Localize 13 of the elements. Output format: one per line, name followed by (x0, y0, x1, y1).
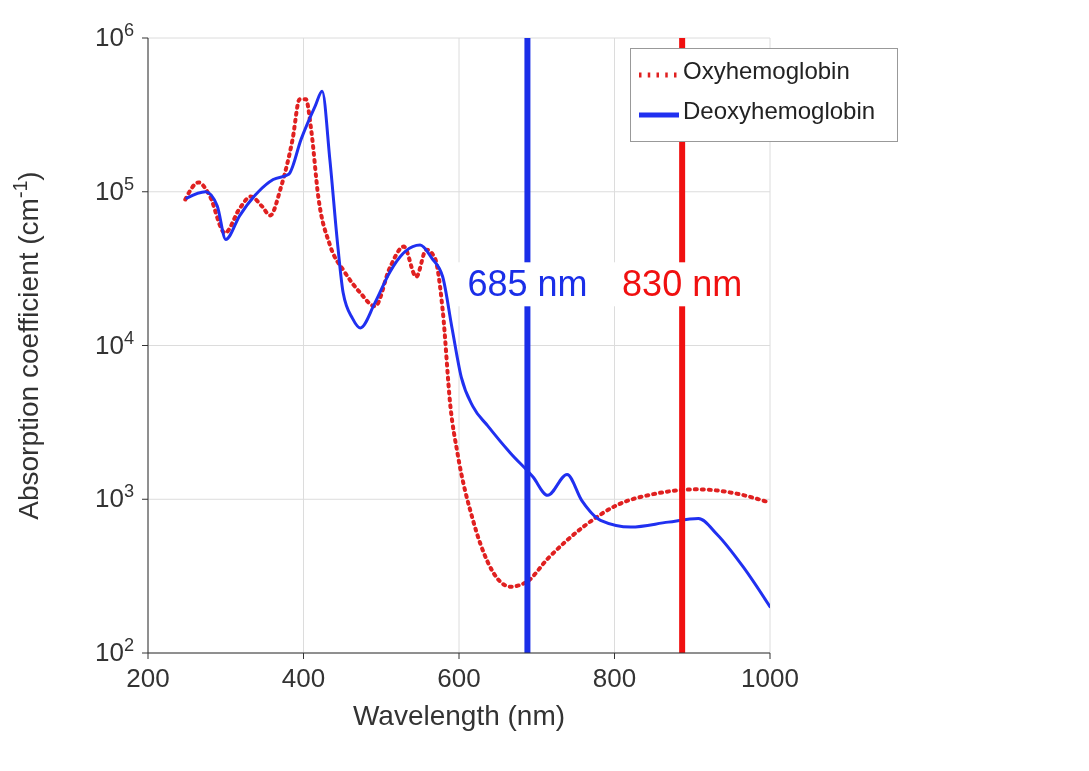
ref-line-label: 830 nm (622, 263, 743, 305)
x-axis-title: Wavelength (nm) (352, 700, 566, 731)
x-tick-label: 600 (437, 663, 481, 693)
y-tick-label: 10$^{5}$ (94, 173, 134, 206)
legend-label: Deoxyhemoglobin (683, 97, 876, 125)
x-tick-label: 800 (592, 663, 637, 693)
y-tick-label: 10$^{3}$ (94, 481, 134, 514)
y-tick-label: 10$^{4}$ (94, 327, 134, 360)
x-tick-label: 400 (281, 663, 326, 693)
y-tick-label: 10$^{6}$ (94, 20, 134, 52)
legend-label: Oxyhemoglobin (683, 57, 850, 85)
ref-line-label: 685 nm (467, 263, 588, 305)
x-tick-label: 1000 (741, 663, 799, 693)
